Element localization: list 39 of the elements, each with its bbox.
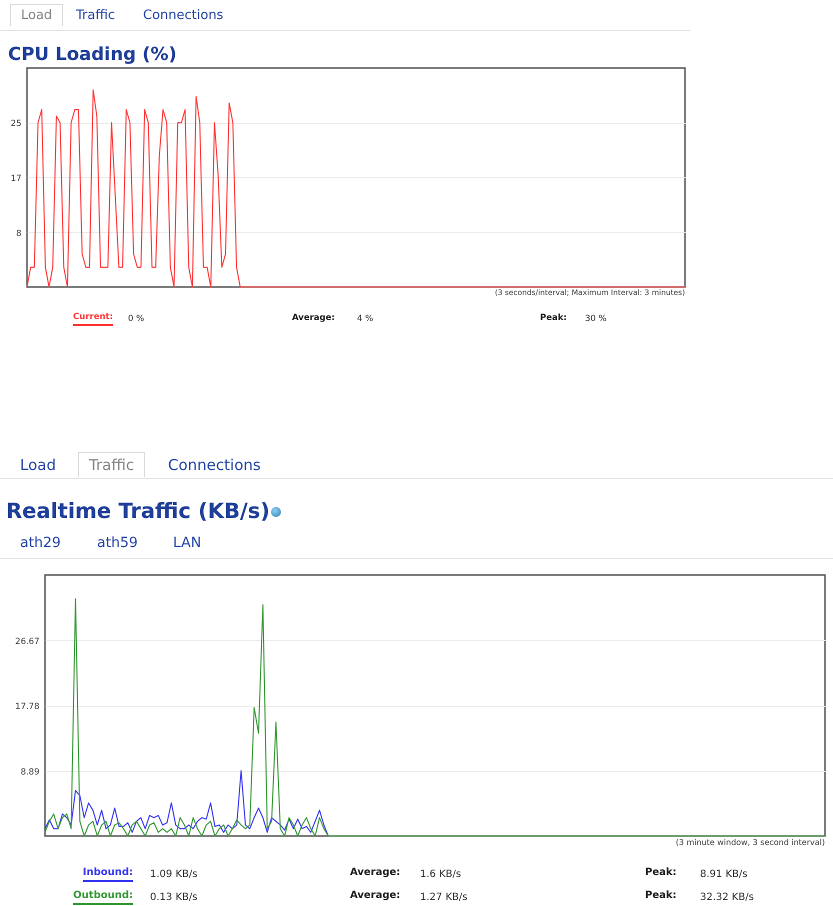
text: 0 % — [128, 314, 144, 324]
text: Current: — [73, 312, 113, 322]
text: Connections — [143, 8, 224, 23]
text: ath59 — [97, 535, 138, 551]
text: 30 % — [585, 314, 607, 324]
line-series — [44, 598, 826, 837]
text: 8.91 KB/s — [700, 869, 748, 880]
text: Peak: — [645, 890, 677, 901]
text: Peak: — [540, 313, 567, 323]
text: Outbound: — [73, 890, 133, 901]
y-tick-label: 8 — [16, 228, 22, 239]
text: 4 % — [357, 314, 374, 324]
text: 1.27 KB/s — [420, 892, 468, 903]
text: 1.09 KB/s — [150, 869, 198, 880]
text: Connections — [168, 456, 261, 474]
line-series — [26, 89, 686, 288]
text: Load — [20, 456, 56, 474]
text: Average: — [350, 890, 400, 901]
y-tick-label: 17 — [10, 174, 22, 184]
text: 1.6 KB/s — [420, 869, 462, 880]
text: Average: — [292, 313, 335, 323]
y-tick-label: 8.89 — [20, 767, 40, 778]
text: Traffic — [78, 452, 146, 477]
y-tick-label: 25 — [10, 119, 22, 130]
chart-title: Realtime Traffic (KB/s) — [6, 499, 271, 523]
text: (3 minute window, 3 second interval) — [676, 838, 825, 847]
text: LAN — [173, 535, 202, 551]
text: Traffic — [76, 8, 116, 23]
text: 0.13 KB/s — [150, 892, 198, 903]
text: Inbound: — [82, 867, 133, 878]
text: 32.32 KB/s — [700, 892, 754, 903]
chart-title: CPU Loading (%) — [8, 44, 177, 65]
text: ath29 — [20, 535, 61, 551]
y-tick-label: 17.78 — [15, 702, 40, 712]
line-series — [44, 770, 329, 837]
y-tick-label: 26.67 — [15, 636, 40, 647]
text: Peak: — [645, 867, 677, 878]
text: Load — [10, 4, 64, 26]
text: Average: — [350, 867, 400, 878]
